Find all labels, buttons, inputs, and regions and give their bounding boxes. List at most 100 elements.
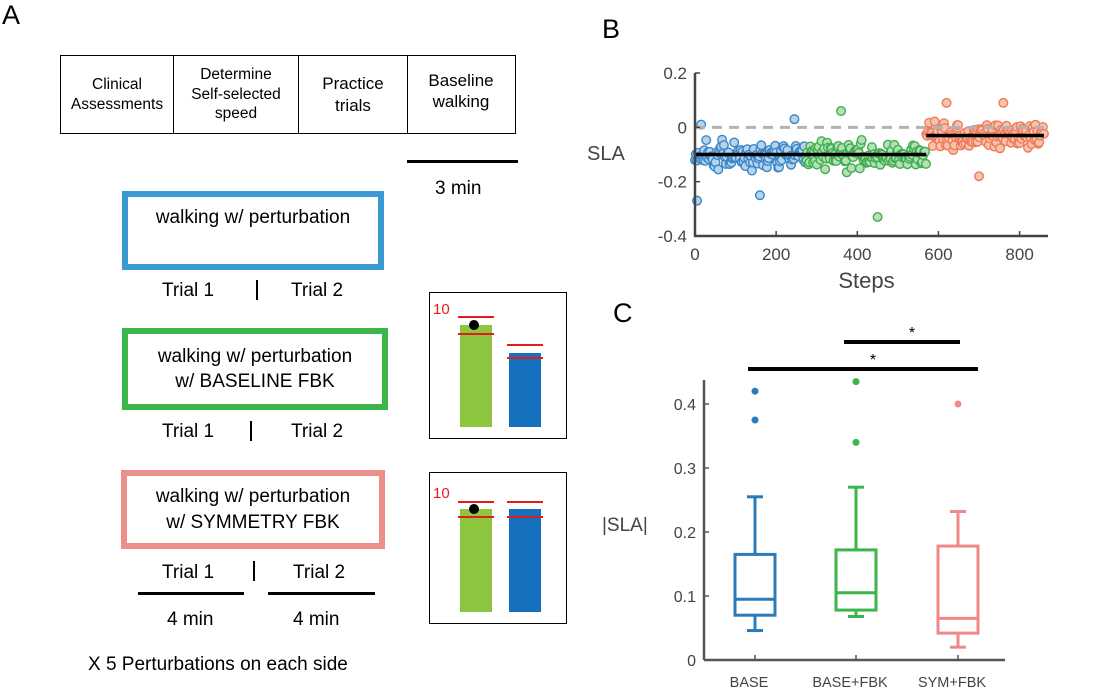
- data-point: [998, 97, 1009, 108]
- y-tick-label: 0.4: [674, 397, 696, 414]
- trial-separator: [250, 421, 252, 441]
- data-point: [754, 190, 765, 201]
- data-point: [941, 97, 952, 108]
- trial-separator: [256, 280, 258, 300]
- condition-perturbation: walking w/ perturbation: [122, 191, 384, 270]
- feedback-upper-bound: [507, 501, 543, 503]
- feedback-target-label: 10: [433, 301, 450, 318]
- y-tick-label: 0: [678, 118, 687, 137]
- feedback-lower-bound: [458, 516, 494, 518]
- data-point: [974, 171, 985, 182]
- protocol-flow: Clinical Assessments Determine Self-select…: [60, 55, 516, 134]
- data-point: [820, 164, 831, 175]
- y-tick-label: 0.2: [674, 525, 696, 542]
- y-axis-label: SLA: [587, 143, 625, 165]
- box-iqr: [733, 552, 777, 617]
- x-tick-label: SYM+FBK: [918, 675, 986, 691]
- y-tick-label: 0.1: [674, 589, 696, 606]
- condition-symmetry-fbk: walking w/ perturbation w/ SYMMETRY FBK: [121, 470, 385, 549]
- box-iqr: [834, 548, 878, 612]
- feedback-lower-bound: [458, 333, 494, 335]
- feedback-upper-bound: [458, 316, 494, 318]
- x-tick-label: 0: [690, 245, 699, 264]
- outlier-point: [852, 378, 860, 386]
- condition-label: walking w/ perturbation: [155, 207, 351, 228]
- trial-1-label: Trial 1: [162, 280, 215, 301]
- y-axis-label: |SLA|: [602, 515, 648, 536]
- data-point: [929, 116, 940, 127]
- feedback-upper-bound: [507, 344, 543, 346]
- feedback-marker: [469, 320, 479, 330]
- panel-label-a: A: [2, 0, 21, 30]
- trial-1-duration-line: [138, 592, 244, 595]
- y-tick-label: -0.2: [658, 173, 687, 192]
- panel-label-b: B: [602, 14, 621, 44]
- outlier-point: [852, 438, 860, 446]
- y-tick-label: -0.4: [658, 227, 687, 246]
- protocol-step-label: Determine Self-selected speed: [191, 66, 281, 123]
- protocol-step-speed: Determine Self-selected speed: [174, 56, 299, 133]
- protocol-step-clinical: Clinical Assessments: [61, 56, 174, 133]
- feedback-lower-bound: [507, 516, 543, 518]
- x-tick-label: BASE+FBK: [812, 675, 888, 691]
- trial-1-label: Trial 1: [162, 421, 215, 442]
- x-tick-label: BASE: [730, 675, 769, 691]
- sla-boxplot-chart: * * 0 0.1 0.2 0.3 0.4 BASE BASE+FBK SYM+FBK |SLA|: [602, 325, 1005, 691]
- data-point: [836, 106, 847, 117]
- data-point: [921, 158, 932, 169]
- data-point: [729, 137, 740, 148]
- x-axis-label: Steps: [838, 268, 894, 293]
- x-tick-label: 400: [843, 245, 871, 264]
- x-tick-label: 600: [924, 245, 952, 264]
- condition-baseline-fbk: walking w/ perturbation w/ BASELINE FBK: [122, 328, 388, 410]
- feedback-target-label: 10: [433, 485, 450, 502]
- data-point: [701, 135, 712, 146]
- baseline-duration-line: [407, 160, 518, 163]
- feedback-bar-blue: [509, 509, 541, 612]
- feedback-bar-blue: [509, 353, 541, 427]
- trial-1-label: Trial 1: [162, 562, 215, 583]
- x-tick-label: 800: [1005, 245, 1033, 264]
- data-point: [856, 134, 867, 145]
- footer-note: X 5 Perturbations on each side: [88, 654, 348, 675]
- y-tick-label: 0.3: [674, 461, 696, 478]
- trial-1-duration: 4 min: [167, 609, 214, 630]
- x-tick-label: 200: [762, 245, 790, 264]
- condition-label: walking w/ perturbation w/ BASELINE FBK: [157, 345, 353, 392]
- feedback-display-baseline: 10: [429, 292, 567, 439]
- baseline-duration: 3 min: [435, 178, 482, 199]
- data-point: [995, 143, 1006, 154]
- protocol-step-practice: Practice trials: [299, 56, 408, 133]
- y-tick-label: 0: [687, 653, 696, 670]
- protocol-step-baseline: Baseline walking: [408, 56, 514, 133]
- data-point: [789, 114, 800, 125]
- protocol-step-label: Clinical Assessments: [70, 76, 164, 113]
- feedback-bar-green: [460, 509, 492, 612]
- data-point: [846, 163, 857, 174]
- outlier-point: [751, 416, 759, 424]
- data-point: [718, 140, 729, 151]
- trial-2-label: Trial 2: [291, 421, 344, 442]
- data-point: [872, 211, 883, 222]
- trial-2-label: Trial 2: [291, 280, 344, 301]
- scatter-points: [689, 97, 1049, 222]
- y-tick-label: 0.2: [663, 64, 687, 83]
- boxplot-content: * * 0 0.1 0.2 0.3 0.4 BASE BASE+FBK SYM+FBK |SLA|: [602, 325, 1005, 691]
- data-point: [756, 140, 767, 151]
- feedback-lower-bound: [507, 357, 543, 359]
- significance-star: *: [909, 325, 915, 342]
- panel-label-c: C: [613, 298, 633, 328]
- box-iqr: [936, 544, 980, 635]
- feedback-marker: [469, 504, 479, 514]
- data-point: [854, 163, 865, 174]
- trial-2-label: Trial 2: [293, 562, 346, 583]
- trial-2-duration: 4 min: [293, 609, 340, 630]
- outlier-point: [751, 387, 759, 395]
- outlier-point: [954, 400, 962, 408]
- feedback-bar-green: [460, 325, 492, 427]
- protocol-step-label: Baseline walking: [428, 71, 494, 112]
- feedback-display-symmetry: 10: [429, 472, 567, 624]
- feedback-upper-bound: [458, 501, 494, 503]
